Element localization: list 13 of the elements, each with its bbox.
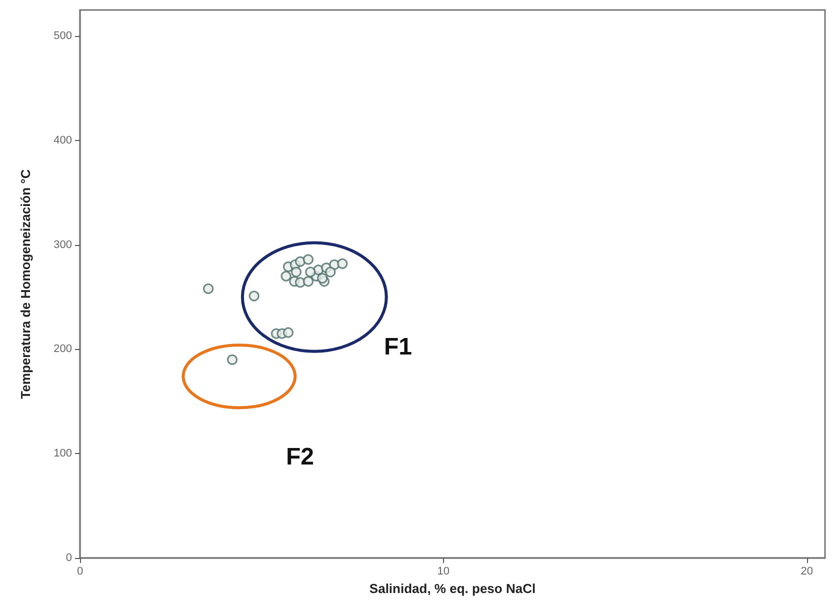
y-tick-label: 0: [66, 552, 72, 564]
y-tick-label: 500: [54, 30, 72, 42]
x-tick-label: 10: [437, 566, 450, 578]
annotation: F2: [286, 444, 314, 470]
y-tick-label: 400: [54, 134, 72, 146]
x-tick-label: 0: [76, 566, 84, 578]
y-tick-label: 100: [54, 448, 72, 460]
x-tick-label: 20: [800, 566, 813, 578]
annotation: F1: [384, 334, 412, 360]
y-tick-label: 300: [54, 238, 72, 251]
y-axis-title: Temperatura de Homogeneización °C: [18, 168, 33, 399]
y-tick-label: 200: [54, 343, 72, 356]
x-axis-title: Salinidad, % eq. peso NaCl: [369, 580, 536, 596]
